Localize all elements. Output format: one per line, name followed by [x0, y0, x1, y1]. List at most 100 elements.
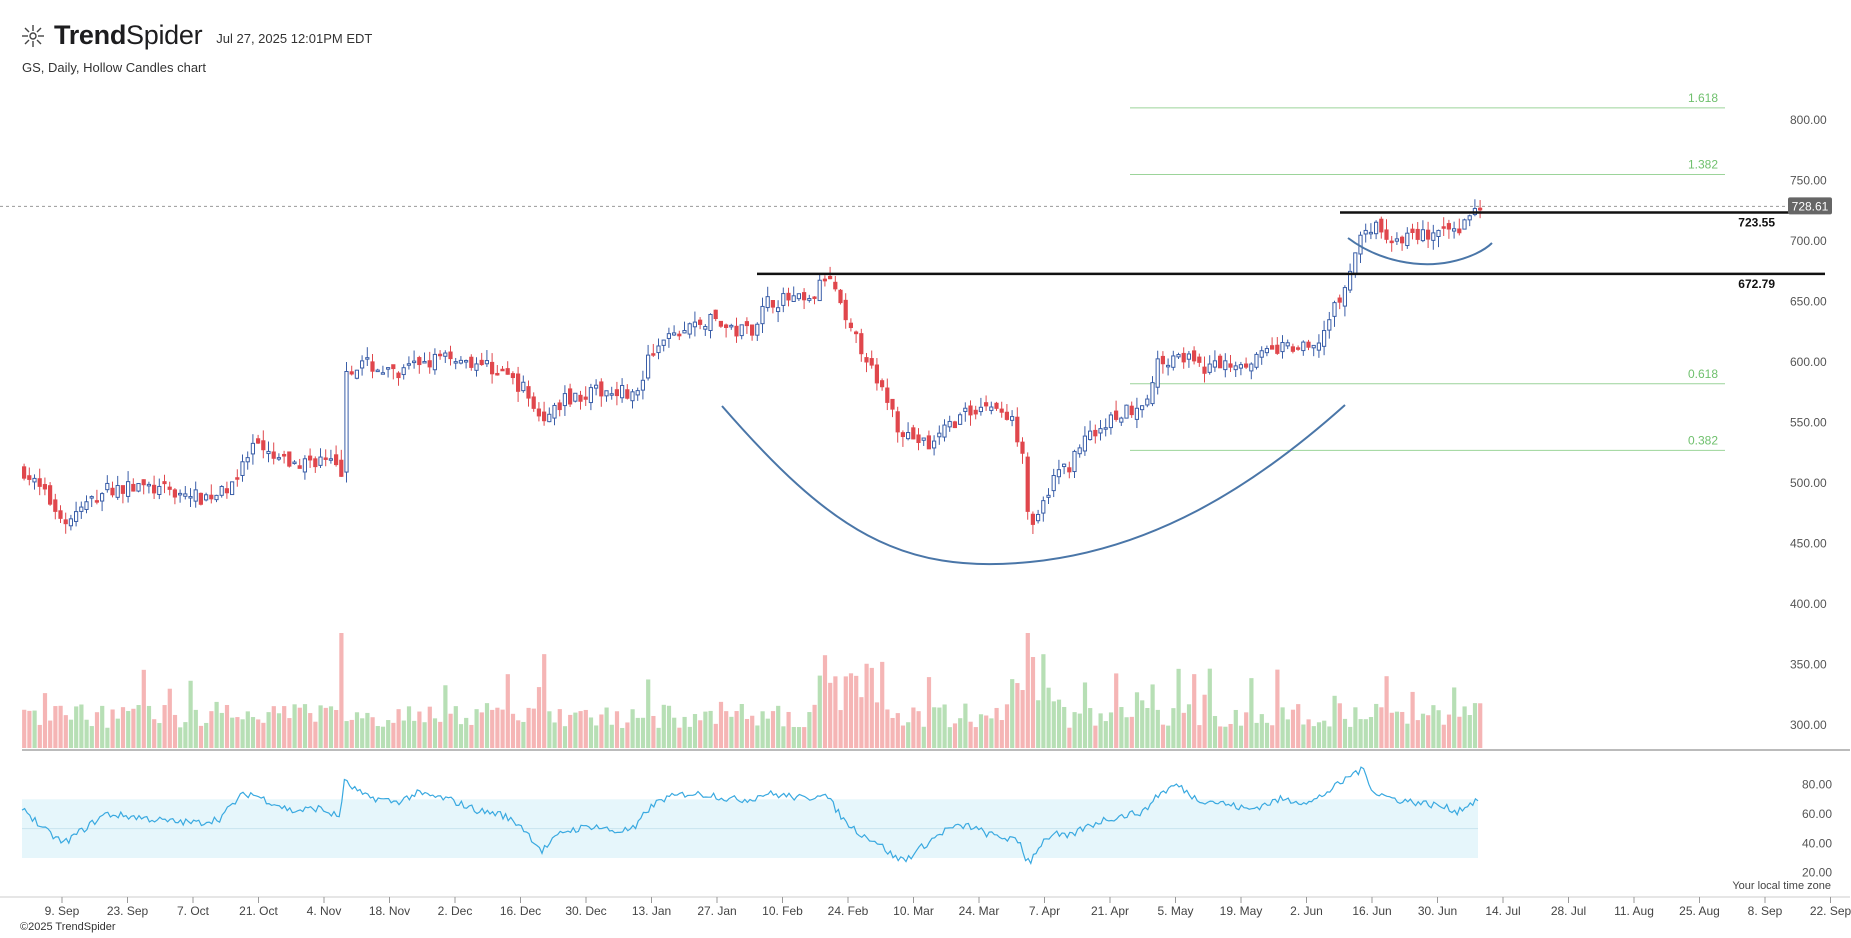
candle-body	[1368, 231, 1374, 235]
candle-body	[1332, 302, 1337, 317]
rsi-tick-label: 20.00	[1802, 866, 1832, 880]
candle-body	[781, 293, 786, 306]
volume-bar	[1280, 707, 1285, 748]
brand-logo: TrendSpider Jul 27, 2025 12:01PM EDT	[20, 20, 372, 51]
volume-bar	[952, 723, 958, 748]
volume-bar	[708, 710, 713, 748]
volume-bar	[432, 718, 438, 748]
candle-body	[604, 390, 609, 397]
price-tick-label: 700.00	[1790, 234, 1827, 248]
price-tick-label: 800.00	[1790, 113, 1827, 127]
x-tick-label: 14. Jul	[1485, 904, 1520, 918]
candle-body	[94, 500, 100, 503]
candle-body	[718, 320, 723, 327]
volume-bar	[984, 715, 989, 748]
candle-body	[198, 492, 204, 505]
candle-body	[1129, 405, 1134, 416]
volume-bar	[84, 719, 89, 748]
x-tick-label: 19. May	[1220, 904, 1263, 918]
volume-bar	[1171, 708, 1176, 748]
volume-bar	[1264, 722, 1270, 748]
volume-bar	[1446, 714, 1452, 748]
volume-bar	[1233, 709, 1238, 748]
candle-body	[162, 481, 167, 485]
candle-body	[490, 361, 495, 375]
volume-bar	[1062, 706, 1067, 748]
candle-body	[479, 359, 484, 366]
volume-bar	[1363, 719, 1368, 748]
volume-bar	[562, 726, 568, 748]
candle-body	[271, 451, 276, 459]
price-tick-label: 550.00	[1790, 416, 1827, 430]
candle-body	[1010, 416, 1015, 421]
volume-bar	[1420, 713, 1426, 748]
volume-bar	[1155, 709, 1160, 748]
volume-bar	[240, 719, 245, 748]
x-tick-label: 18. Nov	[369, 904, 410, 918]
x-tick-label: 30. Jun	[1418, 904, 1457, 918]
candle-body	[651, 353, 656, 356]
volume-bar	[864, 663, 869, 748]
volume-bar	[209, 711, 214, 748]
volume-pane	[22, 633, 1483, 748]
candle-body	[302, 458, 307, 473]
volume-bar	[718, 701, 724, 748]
volume-bar	[594, 725, 599, 748]
candle-body	[1155, 358, 1160, 388]
volume-bar	[1025, 633, 1030, 748]
candle-body	[339, 459, 344, 477]
x-tick-label: 16. Jun	[1352, 904, 1391, 918]
volume-bar	[58, 705, 63, 748]
candle-body	[417, 357, 422, 366]
volume-bar	[198, 725, 204, 748]
volume-bar	[1108, 712, 1114, 748]
volume-bar	[895, 713, 900, 748]
candle-body	[552, 404, 557, 419]
volume-bar	[505, 674, 510, 748]
candle-body	[1046, 494, 1051, 498]
x-tick-label: 7. Oct	[177, 904, 210, 918]
candle-body	[1176, 354, 1181, 358]
volume-bar	[105, 727, 110, 748]
candle-body	[89, 496, 94, 499]
volume-bar	[1077, 713, 1082, 748]
candle-body	[79, 506, 84, 512]
volume-bar	[942, 704, 947, 748]
candle-body	[1467, 215, 1472, 221]
x-tick-label: 27. Jan	[697, 904, 736, 918]
candle-body	[282, 453, 287, 457]
volume-bar	[536, 687, 542, 748]
candle-body	[443, 352, 448, 357]
volume-bar	[183, 722, 188, 748]
volume-bar	[770, 711, 776, 748]
last-price-label: 728.61	[1792, 199, 1829, 213]
candle-body	[115, 485, 120, 498]
candle-body	[27, 475, 32, 480]
candle-body	[297, 465, 302, 469]
volume-bar	[302, 704, 308, 748]
volume-bar	[937, 707, 942, 748]
candle-body	[1119, 417, 1124, 423]
volume-bar	[859, 697, 864, 748]
candle-body	[1290, 346, 1296, 352]
volume-bar	[1218, 726, 1223, 748]
volume-bar	[963, 703, 968, 748]
volume-bar	[786, 711, 791, 748]
volume-bar	[817, 675, 822, 748]
volume-bar	[547, 711, 552, 748]
candle-body	[500, 368, 505, 372]
volume-bar	[729, 716, 734, 748]
candle-body	[1093, 429, 1098, 437]
volume-bar	[490, 709, 495, 748]
candle-body	[240, 461, 245, 476]
volume-bar	[1228, 723, 1233, 748]
volume-bar	[1036, 700, 1041, 748]
candle-body	[807, 298, 812, 301]
candle-body	[1228, 363, 1233, 368]
x-tick-label: 10. Feb	[762, 904, 803, 918]
volume-bar	[172, 714, 178, 748]
volume-bar	[828, 682, 833, 748]
candle-body	[37, 478, 42, 487]
volume-bar	[646, 679, 651, 748]
